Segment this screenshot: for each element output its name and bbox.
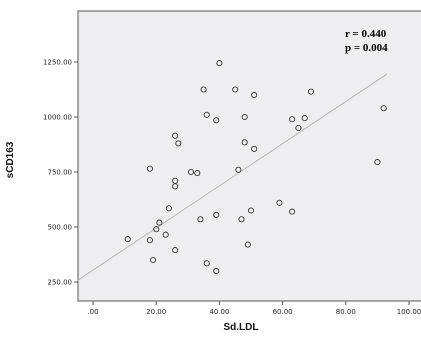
data-points [124,60,387,275]
stat-r-annotation: r = 0.440 [345,28,387,40]
plot-area [76,10,421,302]
data-point [289,116,296,123]
data-point [203,260,210,267]
data-point [124,236,131,243]
x-tick-label: 60.00 [273,308,293,316]
data-point [374,159,381,166]
y-tick-label: 250.00 [48,279,73,287]
data-point [380,105,387,112]
plot-area-frame [77,10,421,302]
data-point [156,219,163,226]
data-point [238,216,245,223]
y-tick-label: 1250.00 [43,59,72,67]
y-axis-label: sCD163 [5,141,16,178]
data-point [241,113,248,121]
data-point [172,177,179,184]
data-point [162,231,169,238]
axis-ticks: .00 20.00 40.00 60.00 80.00 100.00 250.00 500.0… [43,59,421,317]
data-point [149,256,157,264]
x-tick-label: 100.00 [397,308,421,316]
data-point [146,165,153,172]
data-point [172,247,179,254]
data-point [216,60,223,67]
y-tick-label: 500.00 [48,224,73,232]
data-point [172,132,179,139]
fit-line [76,73,388,282]
data-point [289,208,296,215]
data-point [276,199,283,206]
data-point [203,111,210,118]
data-point [251,91,258,99]
data-point [307,88,315,95]
data-point [146,237,153,244]
data-point [295,124,302,132]
data-point [187,168,195,176]
data-point [175,140,182,147]
data-point [244,241,251,248]
x-axis-label: Sd.LDL [224,322,259,333]
data-point [241,139,248,146]
x-tick-label: 20.00 [146,308,166,316]
data-point [213,117,220,124]
data-point [200,86,207,93]
data-point [232,86,239,93]
x-tick-label: 80.00 [336,308,356,316]
x-tick-label: .00 [87,308,98,316]
y-tick-label: 1000.00 [43,114,72,122]
data-point [213,211,220,218]
data-point [213,267,220,275]
data-point [247,207,255,214]
y-tick-label: 750.00 [48,169,73,177]
data-point [251,145,258,152]
data-point [153,226,160,233]
data-point [301,115,308,122]
x-tick-label: 40.00 [209,308,229,316]
data-point [194,170,201,177]
data-point [235,166,242,173]
data-point [165,205,172,212]
data-point [197,216,204,223]
stat-p-annotation: p = 0.004 [345,42,388,54]
